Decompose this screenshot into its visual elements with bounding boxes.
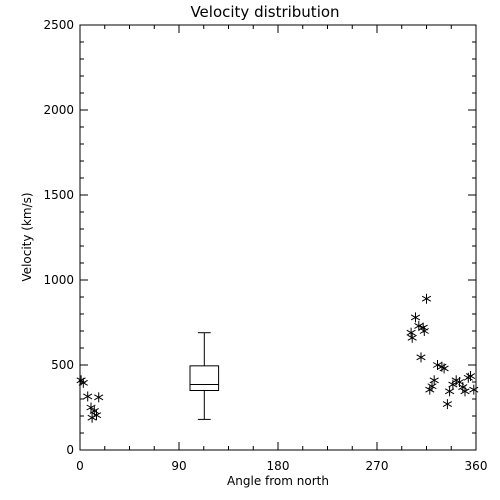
x-tick-label: 360 bbox=[465, 459, 488, 473]
data-point bbox=[83, 391, 93, 402]
x-tick-label: 270 bbox=[366, 459, 389, 473]
axis-tick-labels: 0 90 180 270 360 0 500 1000 1500 2000 2500 bbox=[43, 18, 487, 473]
x-tick-label: 180 bbox=[267, 459, 290, 473]
y-tick-label: 1500 bbox=[43, 188, 74, 202]
y-tick-label: 500 bbox=[51, 358, 74, 372]
y-tick-label: 2500 bbox=[43, 18, 74, 32]
data-point bbox=[78, 377, 88, 388]
box-plot bbox=[189, 332, 220, 420]
scatter-points bbox=[76, 293, 479, 423]
data-point bbox=[94, 392, 104, 403]
data-point bbox=[469, 384, 479, 395]
box-iqr bbox=[189, 365, 220, 392]
data-point bbox=[406, 327, 416, 338]
data-point bbox=[445, 386, 455, 397]
data-point bbox=[414, 320, 424, 331]
y-tick-label: 2000 bbox=[43, 103, 74, 117]
chart-title: Velocity distribution bbox=[190, 3, 339, 21]
data-point bbox=[416, 352, 426, 363]
data-point bbox=[419, 326, 429, 336]
plot-frame bbox=[79, 24, 477, 451]
data-point bbox=[432, 360, 443, 370]
x-tick-label: 0 bbox=[76, 459, 84, 473]
data-point bbox=[427, 381, 437, 392]
data-point bbox=[421, 293, 432, 304]
y-tick-label: 0 bbox=[66, 443, 74, 457]
data-point bbox=[429, 375, 439, 386]
axis-ticks bbox=[79, 24, 477, 451]
data-point bbox=[91, 410, 102, 421]
data-point bbox=[442, 399, 452, 410]
x-axis-title: Angle from north bbox=[227, 474, 329, 488]
data-point bbox=[460, 386, 470, 397]
data-point bbox=[465, 371, 476, 382]
data-point bbox=[407, 332, 417, 343]
y-tick-label: 1000 bbox=[43, 273, 74, 287]
y-axis-title: Velocity (km/s) bbox=[20, 192, 34, 281]
data-point bbox=[410, 312, 421, 323]
data-point bbox=[439, 363, 449, 374]
x-tick-label: 90 bbox=[171, 459, 186, 473]
data-point bbox=[425, 384, 435, 395]
